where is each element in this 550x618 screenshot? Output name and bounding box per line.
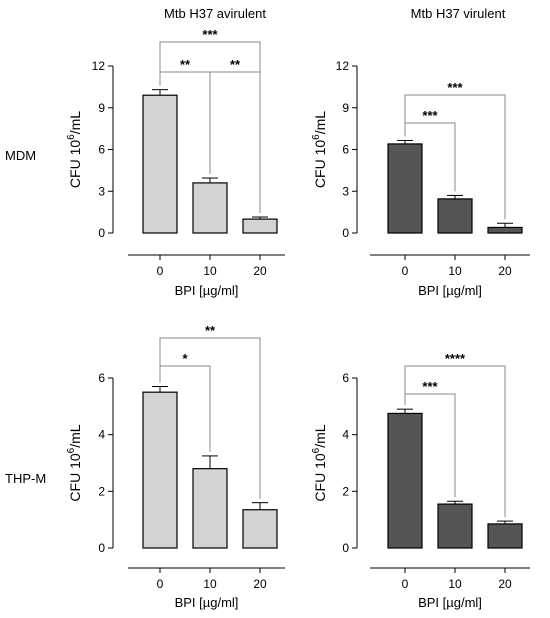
x-tick-label: 0	[402, 264, 409, 278]
y-tick-label: 6	[98, 371, 105, 385]
y-tick-label: 0	[98, 541, 105, 555]
significance-label: ***	[202, 27, 218, 42]
y-tick-label: 0	[342, 541, 349, 555]
x-tick-label: 10	[448, 577, 462, 591]
y-axis-title: CFU 106/mL	[66, 424, 83, 501]
bar	[437, 198, 473, 234]
y-tick-label: 2	[98, 484, 105, 498]
x-axis-title: BPI [µg/ml]	[418, 283, 482, 298]
significance-bracket	[209, 71, 261, 213]
x-tick-label: 10	[448, 264, 462, 278]
row-label-mdm: MDM	[5, 148, 36, 163]
x-tick-label: 20	[253, 264, 267, 278]
y-axis-title: CFU 106/mL	[66, 111, 83, 188]
x-tick-label: 20	[253, 577, 267, 591]
y-tick-label: 3	[342, 184, 349, 198]
significance-label: ***	[447, 80, 463, 95]
significance-bracket	[159, 365, 211, 452]
significance-bracket	[404, 94, 506, 220]
y-tick-label: 3	[98, 184, 105, 198]
x-tick-label: 10	[203, 577, 217, 591]
significance-label: ***	[422, 379, 438, 394]
y-tick-label: 2	[342, 484, 349, 498]
x-tick-label: 0	[402, 577, 409, 591]
significance-bracket	[404, 393, 456, 498]
x-tick-label: 0	[157, 577, 164, 591]
bar	[242, 218, 278, 234]
significance-label: *	[182, 351, 188, 366]
y-tick-label: 9	[98, 101, 105, 115]
column-title-avirulent: Mtb H37 avirulent	[164, 6, 266, 21]
y-tick-label: 9	[342, 101, 349, 115]
y-tick-label: 4	[342, 428, 349, 442]
significance-bracket	[159, 337, 261, 499]
y-tick-label: 0	[98, 226, 105, 240]
x-axis-title: BPI [µg/ml]	[175, 595, 239, 610]
chart-panel-2: 0 3 6 9 12 CFU 106/mL 0 10 20 BPI [µg/ml] *** ***	[311, 59, 530, 298]
y-tick-label: 12	[336, 59, 350, 73]
y-tick-label: 6	[98, 143, 105, 157]
y-tick-label: 0	[342, 226, 349, 240]
x-tick-label: 20	[498, 264, 512, 278]
bar	[192, 468, 228, 549]
bar	[192, 182, 228, 234]
significance-label: ***	[422, 108, 438, 123]
bar	[242, 509, 278, 549]
x-tick-label: 0	[157, 264, 164, 278]
significance-label: **	[230, 57, 241, 72]
bar	[387, 143, 423, 234]
y-axis-title: CFU 106/mL	[311, 111, 328, 188]
bar	[387, 412, 423, 549]
column-title-virulent: Mtb H37 virulent	[411, 6, 506, 21]
row-label-thp-m: THP-M	[5, 471, 46, 486]
significance-label: ****	[445, 351, 466, 366]
x-axis-title: BPI [µg/ml]	[418, 595, 482, 610]
significance-label: **	[205, 323, 216, 338]
y-tick-label: 6	[342, 371, 349, 385]
bar	[142, 391, 178, 549]
bar	[487, 226, 523, 234]
significance-bracket	[404, 365, 506, 518]
y-tick-label: 12	[92, 59, 106, 73]
bar	[487, 523, 523, 549]
significance-label: **	[180, 57, 191, 72]
bar	[142, 94, 178, 234]
x-axis-title: BPI [µg/ml]	[175, 283, 239, 298]
y-tick-label: 6	[342, 143, 349, 157]
y-tick-label: 4	[98, 428, 105, 442]
significance-bracket	[404, 122, 456, 192]
x-tick-label: 10	[203, 264, 217, 278]
x-tick-label: 20	[498, 577, 512, 591]
bar	[437, 503, 473, 549]
y-axis-title: CFU 106/mL	[311, 424, 328, 501]
